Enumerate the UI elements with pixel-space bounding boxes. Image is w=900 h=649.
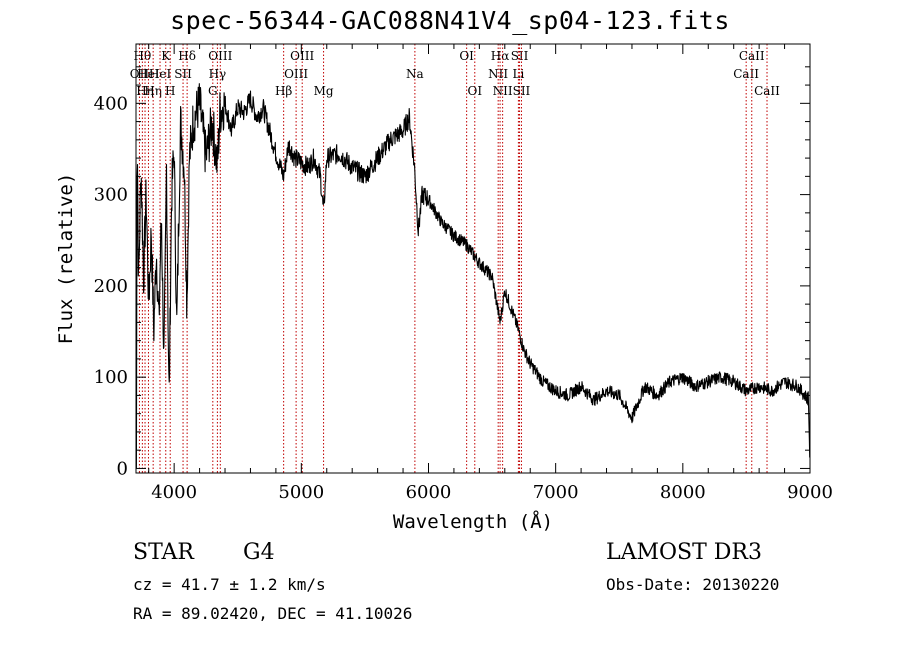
line-label-26: CaII <box>733 67 759 81</box>
line-label-3: HeI <box>137 67 160 81</box>
x-tick-label-3: 7000 <box>533 482 579 503</box>
line-label-6: K <box>161 49 171 63</box>
line-label-24: SII <box>511 49 529 63</box>
y-tick-label-2: 200 <box>94 276 128 297</box>
plot-frame <box>135 43 811 474</box>
line-label-10: G <box>208 84 218 98</box>
y-tick-label-1: 100 <box>94 367 128 388</box>
line-label-18: OI <box>459 49 474 63</box>
obs-date-text: Obs-Date: 20130220 <box>606 575 780 594</box>
x-tick-label-1: 5000 <box>278 482 324 503</box>
x-tick-label-2: 6000 <box>406 482 452 503</box>
y-tick-label-3: 300 <box>94 185 128 206</box>
coordinates-text: RA = 89.02420, DEC = 41.10026 <box>133 604 413 623</box>
y-tick-label-0: 0 <box>117 458 128 479</box>
line-label-16: Mg <box>314 84 334 98</box>
x-tick-label-5: 9000 <box>787 482 833 503</box>
line-label-12: OIII <box>208 49 232 63</box>
x-tick-label-4: 8000 <box>660 482 706 503</box>
line-label-13: Hβ <box>275 84 292 98</box>
x-axis-label: Wavelength (Å) <box>393 510 553 533</box>
line-label-15: OIII <box>290 49 314 63</box>
line-label-5: HeI <box>149 67 172 81</box>
series-flux <box>135 83 811 469</box>
line-label-27: CaII <box>739 49 765 63</box>
line-label-1: Hθ <box>134 49 152 63</box>
line-label-9: Hδ <box>178 49 196 63</box>
line-label-21: Hα <box>491 49 510 63</box>
redshift-text: cz = 41.7 ± 1.2 km/s <box>133 575 326 594</box>
line-label-23: Li <box>512 67 524 81</box>
y-axis-label: Flux (relative) <box>55 173 77 345</box>
line-label-22: NII <box>493 84 513 98</box>
object-class: STAR <box>133 540 194 565</box>
line-label-2: Hη <box>136 84 154 98</box>
line-label-19: OI <box>467 84 482 98</box>
line-label-25: SII <box>513 84 531 98</box>
y-tick-label-4: 400 <box>94 93 128 114</box>
line-label-17: Na <box>406 67 424 81</box>
line-label-14: OIII <box>284 67 308 81</box>
line-label-11: Hγ <box>209 67 227 81</box>
line-label-4: Hη <box>144 84 162 98</box>
chart-title: spec-56344-GAC088N41V4_sp04-123.fits <box>170 6 730 35</box>
line-label-28: CaII <box>754 84 780 98</box>
line-label-20: NII <box>488 67 508 81</box>
line-label-7: H <box>165 84 175 98</box>
line-label-8: SII <box>174 67 192 81</box>
survey-name: LAMOST DR3 <box>606 540 762 565</box>
object-subclass: G4 <box>243 540 275 565</box>
line-label-0: OII <box>130 67 150 81</box>
x-tick-label-0: 4000 <box>151 482 197 503</box>
